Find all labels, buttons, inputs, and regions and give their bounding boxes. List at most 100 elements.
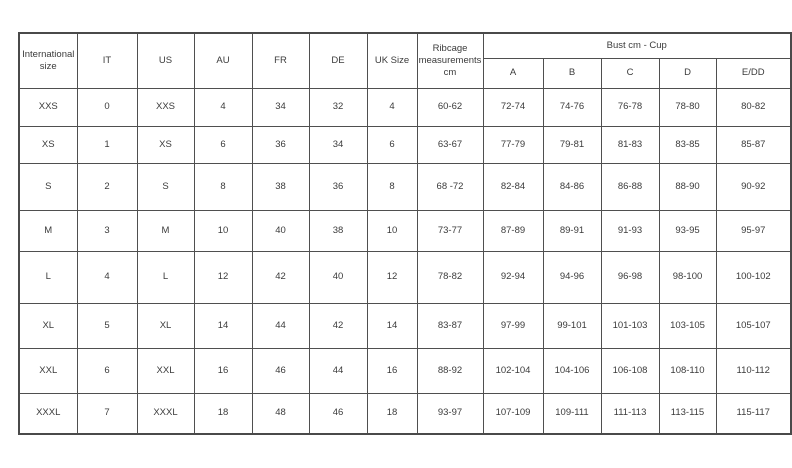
cell-cup-edd: 90-92 <box>715 162 792 211</box>
cell-cup-d: 78-80 <box>658 87 717 127</box>
table-row: L 4 L 12 42 40 12 78-82 92-94 94-96 96-98 98-100 100… <box>18 250 792 304</box>
cell-de: 42 <box>308 302 368 349</box>
cell-au: 10 <box>193 209 253 252</box>
cell-cup-a: 77-79 <box>482 125 544 164</box>
cell-uk-size: 6 <box>366 125 418 164</box>
col-header-cup-c: C <box>600 57 660 89</box>
cell-de: 32 <box>308 87 368 127</box>
cell-cup-edd: 80-82 <box>715 87 792 127</box>
cell-fr: 34 <box>251 87 310 127</box>
col-header-fr: FR <box>251 32 310 89</box>
cell-au: 6 <box>193 125 253 164</box>
col-header-cup-a: A <box>482 57 544 89</box>
cell-cup-c: 91-93 <box>600 209 660 252</box>
cell-uk-size: 18 <box>366 392 418 435</box>
cell-us: S <box>136 162 195 211</box>
cell-cup-b: 94-96 <box>542 250 602 304</box>
cell-cup-c: 86-88 <box>600 162 660 211</box>
cell-it: 0 <box>76 87 138 127</box>
cell-ribcage: 73-77 <box>416 209 484 252</box>
cell-cup-a: 102-104 <box>482 347 544 394</box>
cell-uk-size: 14 <box>366 302 418 349</box>
size-chart-table: International size IT US AU FR DE UK Siz… <box>18 32 792 435</box>
cell-cup-b: 79-81 <box>542 125 602 164</box>
cell-ribcage: 60-62 <box>416 87 484 127</box>
cell-fr: 46 <box>251 347 310 394</box>
cell-cup-c: 96-98 <box>600 250 660 304</box>
cell-cup-a: 87-89 <box>482 209 544 252</box>
table-body: XXS 0 XXS 4 34 32 4 60-62 72-74 74-76 76-78 78-80 80… <box>18 87 792 435</box>
cell-intl-size: XL <box>18 302 78 349</box>
cell-intl-size: XXL <box>18 347 78 394</box>
cell-cup-d: 88-90 <box>658 162 717 211</box>
header-row-top: International size IT US AU FR DE UK Siz… <box>18 32 792 89</box>
cell-intl-size: S <box>18 162 78 211</box>
cell-us: L <box>136 250 195 304</box>
cell-us: M <box>136 209 195 252</box>
cell-cup-edd: 110-112 <box>715 347 792 394</box>
cell-uk-size: 4 <box>366 87 418 127</box>
table-row: XXS 0 XXS 4 34 32 4 60-62 72-74 74-76 76-78 78-80 80… <box>18 87 792 127</box>
cell-cup-d: 108-110 <box>658 347 717 394</box>
cell-it: 5 <box>76 302 138 349</box>
cell-cup-a: 82-84 <box>482 162 544 211</box>
cell-cup-b: 84-86 <box>542 162 602 211</box>
col-header-au: AU <box>193 32 253 89</box>
cell-cup-b: 109-111 <box>542 392 602 435</box>
cell-ribcage: 93-97 <box>416 392 484 435</box>
table-row: XS 1 XS 6 36 34 6 63-67 77-79 79-81 81-83 83-85 85-8… <box>18 125 792 164</box>
cell-cup-b: 104-106 <box>542 347 602 394</box>
cell-ribcage: 78-82 <box>416 250 484 304</box>
cell-intl-size: L <box>18 250 78 304</box>
cell-uk-size: 8 <box>366 162 418 211</box>
cell-cup-b: 99-101 <box>542 302 602 349</box>
cell-cup-d: 98-100 <box>658 250 717 304</box>
col-header-cup-edd: E/DD <box>715 57 792 89</box>
cell-us: XXXL <box>136 392 195 435</box>
col-header-it: IT <box>76 32 138 89</box>
cell-ribcage: 68 -72 <box>416 162 484 211</box>
cell-au: 18 <box>193 392 253 435</box>
cell-intl-size: M <box>18 209 78 252</box>
cell-fr: 42 <box>251 250 310 304</box>
cell-cup-b: 74-76 <box>542 87 602 127</box>
cell-intl-size: XXS <box>18 87 78 127</box>
cell-cup-a: 107-109 <box>482 392 544 435</box>
cell-ribcage: 63-67 <box>416 125 484 164</box>
cell-intl-size: XS <box>18 125 78 164</box>
col-header-us: US <box>136 32 195 89</box>
cell-fr: 40 <box>251 209 310 252</box>
cell-de: 38 <box>308 209 368 252</box>
cell-us: XL <box>136 302 195 349</box>
cell-au: 14 <box>193 302 253 349</box>
cell-it: 3 <box>76 209 138 252</box>
cell-de: 36 <box>308 162 368 211</box>
col-header-ribcage: Ribcage measurements cm <box>416 32 484 89</box>
cell-au: 12 <box>193 250 253 304</box>
cell-cup-c: 81-83 <box>600 125 660 164</box>
cell-us: XXL <box>136 347 195 394</box>
cell-cup-c: 76-78 <box>600 87 660 127</box>
cell-cup-edd: 95-97 <box>715 209 792 252</box>
cell-intl-size: XXXL <box>18 392 78 435</box>
cell-de: 46 <box>308 392 368 435</box>
col-header-de: DE <box>308 32 368 89</box>
table-header: International size IT US AU FR DE UK Siz… <box>18 32 792 89</box>
cell-us: XS <box>136 125 195 164</box>
cell-fr: 44 <box>251 302 310 349</box>
cell-uk-size: 16 <box>366 347 418 394</box>
cell-fr: 48 <box>251 392 310 435</box>
cell-cup-d: 93-95 <box>658 209 717 252</box>
cell-cup-edd: 115-117 <box>715 392 792 435</box>
cell-de: 34 <box>308 125 368 164</box>
cell-cup-c: 101-103 <box>600 302 660 349</box>
header-row-cups: A B C D E/DD <box>19 57 792 89</box>
cell-cup-b: 89-91 <box>542 209 602 252</box>
table-row: XL 5 XL 14 44 42 14 83-87 97-99 99-101 101-103 103-… <box>18 302 792 349</box>
cell-us: XXS <box>136 87 195 127</box>
cell-cup-d: 113-115 <box>658 392 717 435</box>
col-header-bust-cup-group: Bust cm - Cup <box>482 32 792 59</box>
col-header-cup-d: D <box>658 57 717 89</box>
cell-ribcage: 88-92 <box>416 347 484 394</box>
